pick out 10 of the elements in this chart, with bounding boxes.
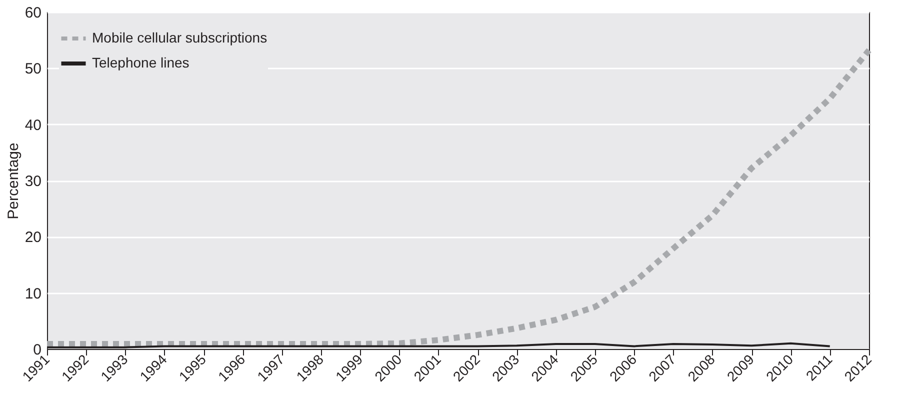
y-tick-label: 40 bbox=[24, 116, 42, 134]
y-tick-label: 50 bbox=[24, 60, 42, 78]
y-tick-label: 0 bbox=[33, 342, 42, 358]
y-tick-label: 20 bbox=[24, 229, 42, 246]
y-tick-label: 10 bbox=[24, 285, 42, 302]
y-axis-title: Percentage bbox=[4, 142, 22, 220]
y-tick-label: 60 bbox=[24, 4, 42, 22]
y-tick-label: 30 bbox=[24, 173, 42, 190]
legend-label: Telephone lines bbox=[92, 54, 190, 70]
legend-label: Mobile cellular subscriptions bbox=[92, 30, 268, 46]
